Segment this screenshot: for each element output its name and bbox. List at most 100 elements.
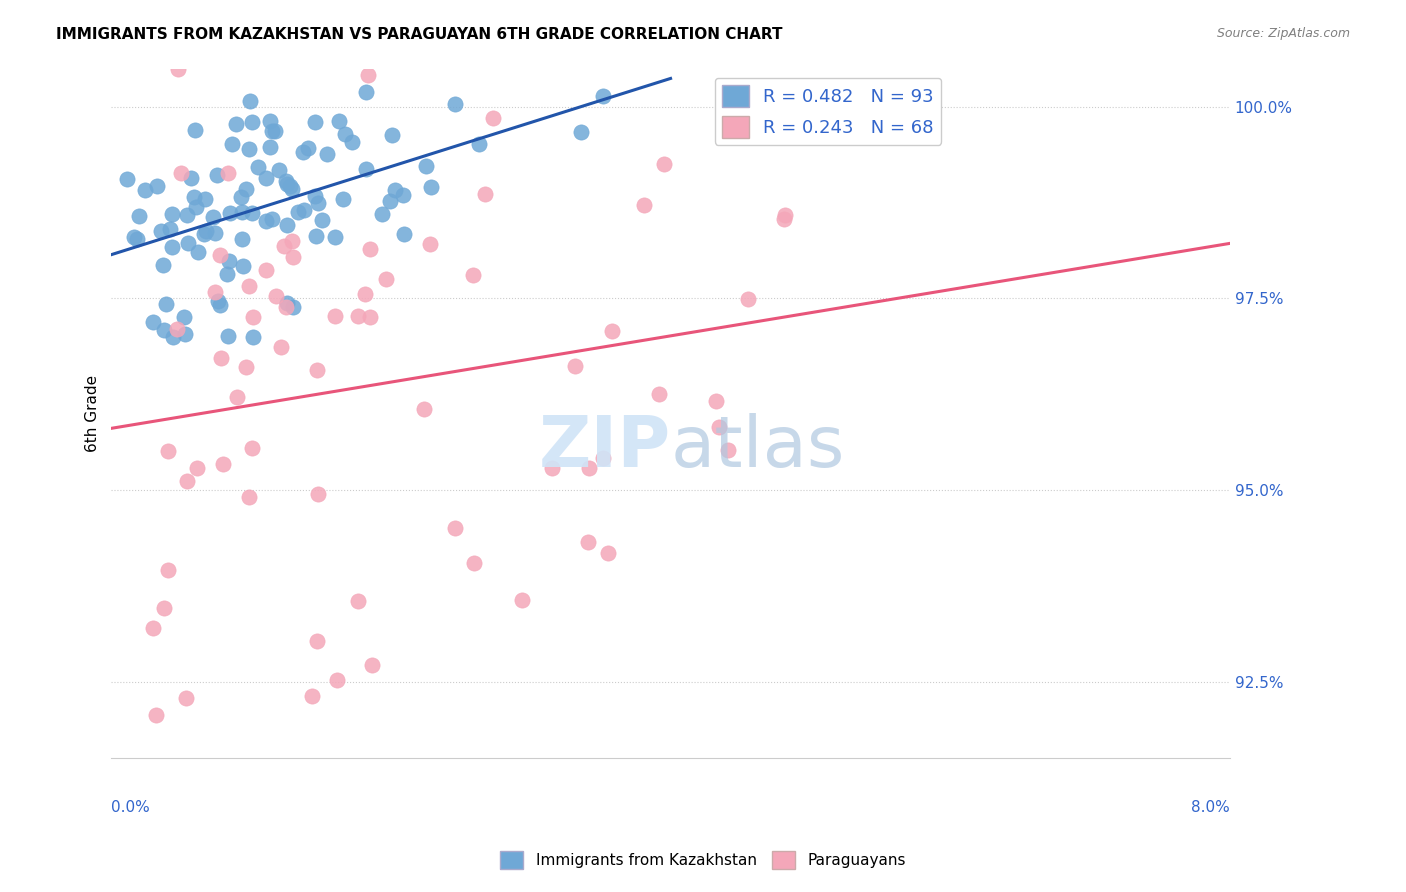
Point bbox=[305, 228, 328, 243]
Point bbox=[217, 267, 239, 281]
Point bbox=[332, 192, 354, 206]
Point bbox=[124, 230, 146, 244]
Point bbox=[281, 300, 304, 314]
Point bbox=[156, 562, 179, 576]
Point bbox=[304, 115, 326, 129]
Point bbox=[242, 330, 264, 344]
Point bbox=[166, 322, 188, 336]
Point bbox=[238, 491, 260, 505]
Point bbox=[381, 128, 404, 143]
Point bbox=[149, 224, 172, 238]
Point bbox=[254, 263, 277, 277]
Point bbox=[186, 245, 208, 260]
Point bbox=[242, 114, 264, 128]
Point bbox=[633, 198, 655, 212]
Point bbox=[240, 206, 263, 220]
Point bbox=[278, 179, 301, 194]
Point bbox=[259, 140, 281, 154]
Point bbox=[359, 243, 381, 257]
Text: 8.0%: 8.0% bbox=[1191, 800, 1230, 814]
Point bbox=[142, 315, 165, 329]
Point bbox=[463, 268, 485, 282]
Point bbox=[652, 157, 675, 171]
Point bbox=[264, 124, 287, 138]
Point bbox=[184, 123, 207, 137]
Point bbox=[564, 359, 586, 373]
Point bbox=[218, 254, 240, 268]
Point bbox=[232, 259, 254, 273]
Point bbox=[371, 207, 394, 221]
Point bbox=[162, 330, 184, 344]
Point bbox=[219, 206, 242, 220]
Point bbox=[217, 329, 239, 343]
Point bbox=[176, 208, 198, 222]
Point bbox=[193, 227, 215, 242]
Point bbox=[204, 285, 226, 299]
Point bbox=[125, 232, 148, 246]
Point bbox=[287, 205, 309, 219]
Point bbox=[378, 194, 401, 209]
Point bbox=[280, 235, 302, 249]
Point bbox=[231, 231, 253, 245]
Point bbox=[153, 601, 176, 615]
Point bbox=[209, 248, 232, 262]
Legend: R = 0.482   N = 93, R = 0.243   N = 68: R = 0.482 N = 93, R = 0.243 N = 68 bbox=[714, 78, 941, 145]
Point bbox=[307, 486, 329, 500]
Point bbox=[305, 363, 328, 377]
Point bbox=[316, 146, 339, 161]
Text: Source: ZipAtlas.com: Source: ZipAtlas.com bbox=[1216, 27, 1350, 40]
Point bbox=[145, 178, 167, 193]
Point bbox=[347, 310, 370, 324]
Point bbox=[155, 296, 177, 310]
Point bbox=[415, 159, 437, 173]
Point bbox=[194, 224, 217, 238]
Point bbox=[323, 229, 346, 244]
Point bbox=[772, 212, 794, 227]
Point bbox=[183, 190, 205, 204]
Point bbox=[238, 142, 260, 156]
Point bbox=[264, 289, 287, 303]
Point bbox=[270, 340, 292, 354]
Point bbox=[276, 173, 298, 187]
Point bbox=[128, 209, 150, 223]
Point bbox=[186, 461, 208, 475]
Point bbox=[510, 593, 533, 607]
Point bbox=[239, 94, 262, 108]
Point bbox=[274, 301, 297, 315]
Point bbox=[212, 457, 235, 471]
Point bbox=[157, 443, 180, 458]
Point bbox=[276, 296, 298, 310]
Point bbox=[281, 250, 304, 264]
Point bbox=[773, 209, 796, 223]
Point bbox=[600, 324, 623, 338]
Point bbox=[841, 90, 863, 104]
Point bbox=[291, 145, 314, 160]
Point bbox=[340, 136, 363, 150]
Point bbox=[201, 210, 224, 224]
Point bbox=[374, 272, 396, 286]
Point bbox=[576, 535, 599, 549]
Point bbox=[281, 182, 304, 196]
Point bbox=[354, 85, 377, 99]
Point bbox=[238, 278, 260, 293]
Point bbox=[160, 240, 183, 254]
Point bbox=[208, 298, 231, 312]
Point bbox=[444, 97, 467, 112]
Point bbox=[598, 546, 620, 560]
Point bbox=[307, 196, 329, 211]
Point bbox=[225, 117, 247, 131]
Point bbox=[229, 190, 252, 204]
Point bbox=[276, 178, 298, 192]
Point bbox=[648, 387, 671, 401]
Point bbox=[167, 62, 190, 76]
Point bbox=[273, 239, 295, 253]
Point bbox=[180, 170, 202, 185]
Point bbox=[173, 310, 195, 324]
Point bbox=[276, 218, 298, 232]
Point bbox=[186, 200, 208, 214]
Point bbox=[260, 211, 283, 226]
Point bbox=[292, 202, 315, 217]
Point bbox=[356, 68, 378, 82]
Point bbox=[297, 141, 319, 155]
Point bbox=[142, 621, 165, 635]
